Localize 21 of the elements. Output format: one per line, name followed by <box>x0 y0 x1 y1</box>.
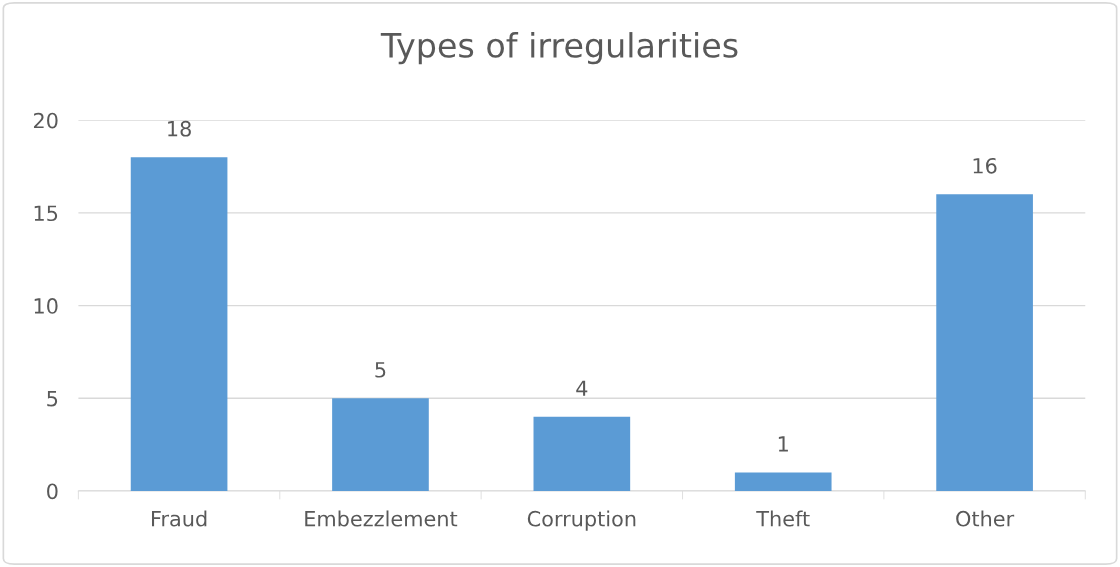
y-tick-label: 10 <box>34 298 58 314</box>
x-tick-label: Corruption <box>527 510 636 531</box>
bar <box>936 194 1033 492</box>
x-tick-label: Other <box>956 510 1015 527</box>
data-label: 1 <box>778 436 788 452</box>
data-label: 18 <box>168 120 191 137</box>
bar <box>332 398 429 492</box>
data-label: 16 <box>973 157 997 174</box>
bar <box>130 157 228 492</box>
bar <box>734 472 832 492</box>
y-tick-label: 15 <box>34 205 58 222</box>
data-label: 5 <box>375 362 386 378</box>
data-label: 4 <box>576 380 588 396</box>
y-tick-label: 0 <box>47 483 58 500</box>
x-tick-label: Embezzlement <box>305 510 458 527</box>
x-tick-label: Theft <box>756 510 810 527</box>
bar <box>533 416 631 492</box>
x-tick-label: Fraud <box>152 510 207 527</box>
chart-title: Types of irregularities <box>380 32 738 65</box>
y-tick-label: 20 <box>33 112 58 129</box>
y-tick-label: 5 <box>47 391 58 407</box>
